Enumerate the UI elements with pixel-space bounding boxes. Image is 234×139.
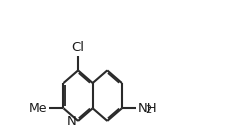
Text: NH: NH (138, 102, 157, 115)
Text: 2: 2 (145, 105, 151, 115)
Text: N: N (66, 115, 76, 128)
Text: Cl: Cl (72, 41, 84, 54)
Text: Me: Me (29, 102, 48, 115)
